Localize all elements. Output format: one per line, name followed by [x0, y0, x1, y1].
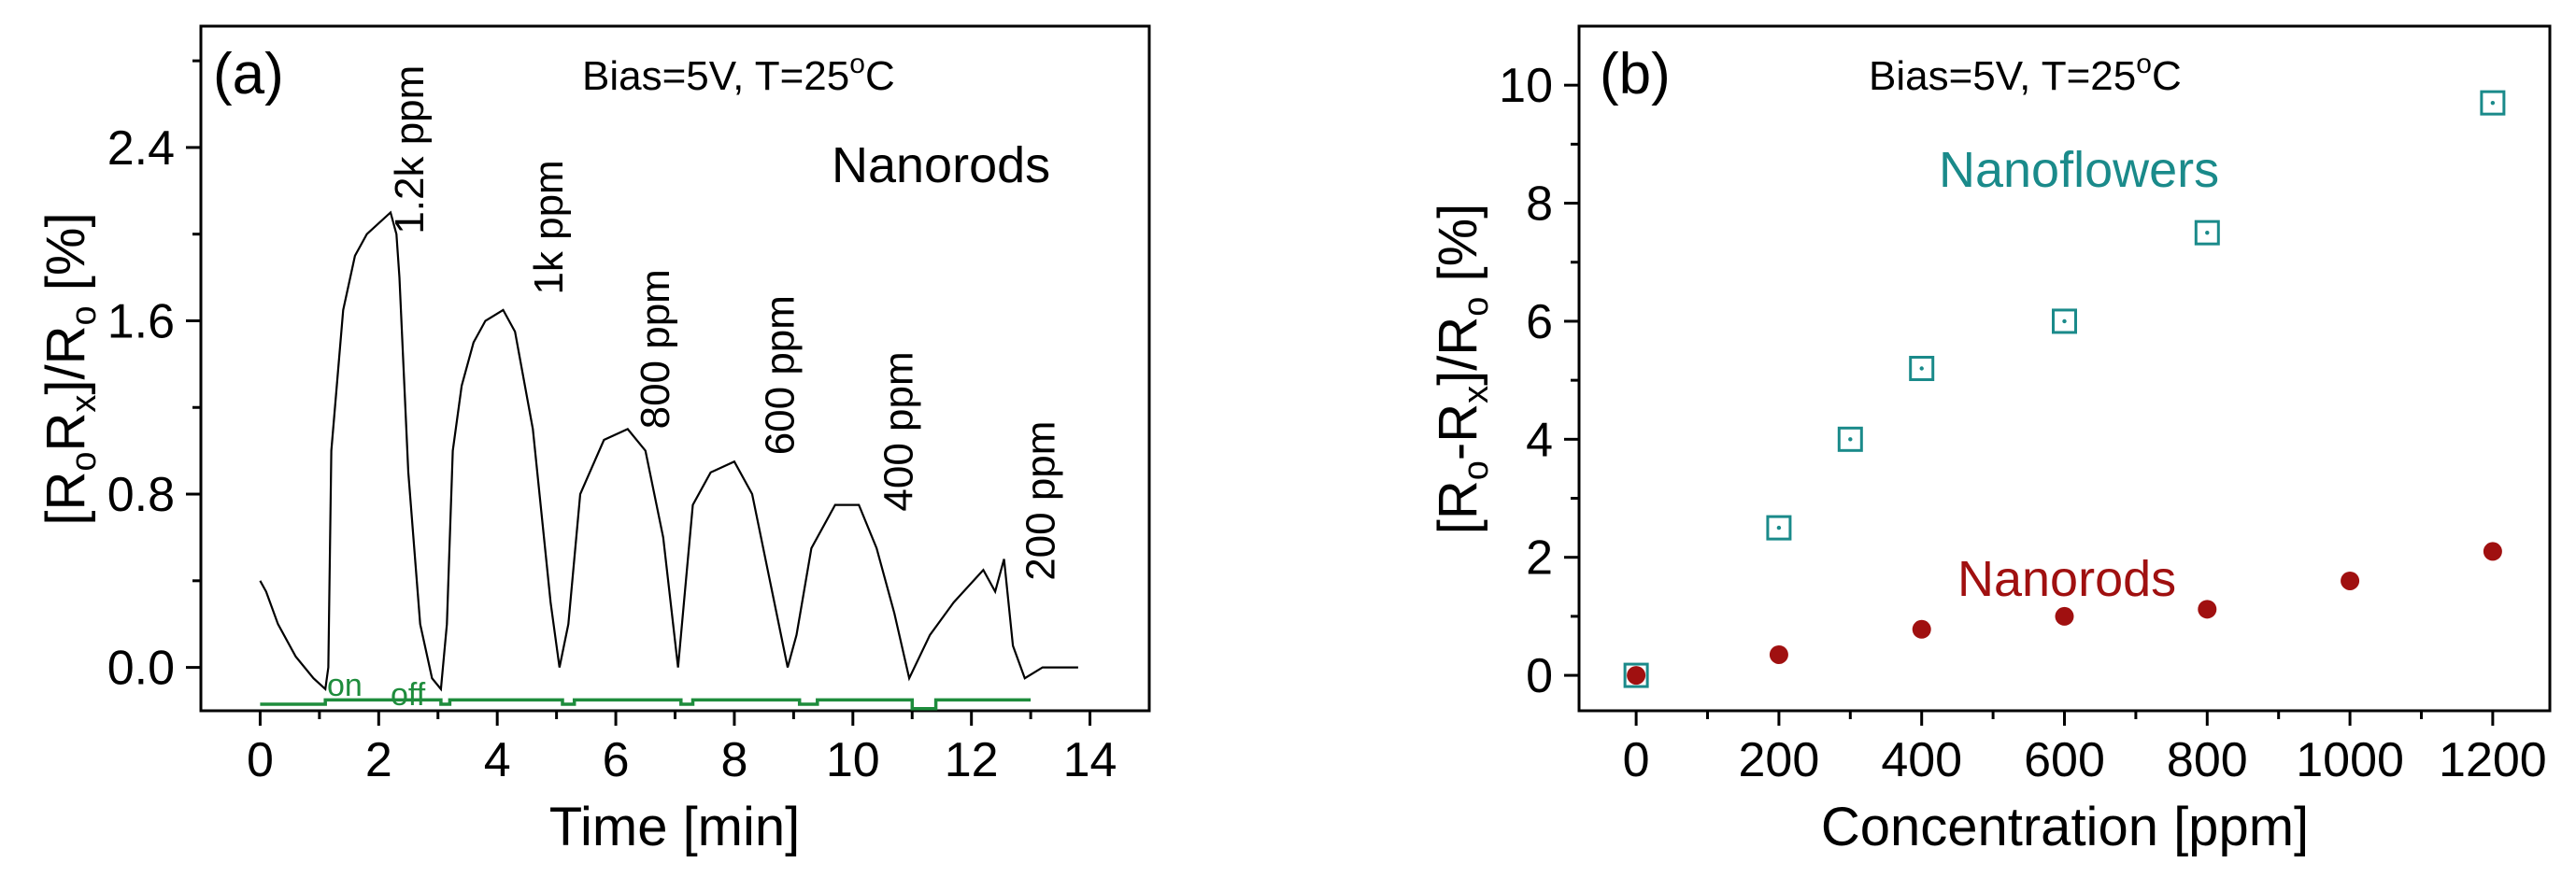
nanoflowers-center-dot: [2205, 230, 2210, 235]
nanoflowers-point: [1766, 515, 1792, 541]
nanorods-point: [2341, 571, 2360, 590]
panel-b-nanorods-label: Nanorods: [1957, 551, 2176, 607]
nanoflowers-center-dot: [1919, 366, 1924, 371]
panel-a-chart: 0 2 4 6 8 10 12 14 0.0 0.8 1.6 2.4 1.2k ppm 1k ppm 8…: [36, 24, 1151, 857]
panel-a-x-ticks: 0 2 4 6 8 10 12 14: [247, 711, 1117, 787]
panel-a-series: [259, 210, 1078, 711]
panel-b-y-ticks: 0 2 4 6 8 10: [1499, 59, 1579, 703]
nanoflowers-center-dot: [2490, 100, 2496, 106]
panel-a-on-label: on: [327, 668, 363, 703]
concentration-annotation: 600 ppm: [757, 295, 803, 455]
panel-a-condition: Bias=5V, T=25oC: [582, 49, 895, 99]
nanoflowers-square-marker: [2194, 219, 2220, 246]
y-tick-label: 8: [1526, 177, 1553, 232]
x-tick-label: 0: [247, 733, 274, 787]
concentration-annotation: 400 ppm: [875, 351, 921, 511]
y-tick-label: 2.4: [107, 121, 175, 176]
nanoflowers-square-marker: [2480, 90, 2506, 116]
nanoflowers-point: [2194, 219, 2220, 246]
nanorods-point: [1912, 619, 1931, 639]
x-tick-label: 10: [826, 733, 880, 787]
panel-b-y-axis-title: [Ro-Rx]/Ro [%]: [1428, 204, 1496, 535]
nanorods-point: [1769, 644, 1788, 664]
x-tick-label: 0: [1623, 733, 1650, 787]
x-tick-label: 4: [484, 733, 511, 787]
panel-b-x-axis-title: Concentration [ppm]: [1821, 797, 2309, 857]
nanoflowers-square-marker: [1766, 515, 1792, 541]
y-tick-label: 6: [1526, 295, 1553, 349]
panel-a-annotations: 1.2k ppm 1k ppm 800 ppm 600 ppm 400 ppm 200 p…: [387, 65, 1064, 581]
y-tick-label: 1.6: [107, 294, 175, 348]
panel-b-series: [1623, 90, 2506, 688]
y-tick-label: 0.8: [107, 468, 175, 522]
panel-a-y-ticks: 0.0 0.8 1.6 2.4: [107, 59, 201, 696]
nanoflowers-center-dot: [1776, 525, 1782, 530]
nanoflowers-square-marker: [1623, 662, 1649, 688]
x-tick-label: 12: [945, 733, 999, 787]
y-tick-label: 2: [1526, 531, 1553, 586]
panel-a-series-label: Nanorods: [832, 137, 1050, 193]
nanoflowers-center-dot: [1848, 437, 1853, 442]
panel-b-x-ticks: 0 200 400 600 800 1000 1200: [1623, 711, 2547, 787]
panel-a-off-label: off: [391, 677, 426, 713]
y-tick-label: 0: [1526, 649, 1553, 703]
nanoflowers-square-marker: [1909, 356, 1935, 381]
x-tick-label: 400: [1881, 733, 1962, 787]
nanoflowers-square-marker: [1837, 426, 1863, 452]
nanoflowers-point: [2052, 308, 2077, 334]
x-tick-label: 2: [365, 733, 392, 787]
x-tick-label: 8: [720, 733, 747, 787]
nanoflowers-point: [1909, 356, 1935, 381]
y-tick-label: 0.0: [107, 642, 175, 696]
panel-a-x-axis-title: Time [min]: [549, 797, 801, 857]
x-tick-label: 1200: [2439, 733, 2547, 787]
nanoflowers-point: [2480, 90, 2506, 116]
panel-a-label: (a): [213, 42, 284, 106]
x-tick-label: 600: [2024, 733, 2105, 787]
x-tick-label: 800: [2167, 733, 2248, 787]
concentration-annotation: 1k ppm: [526, 160, 572, 294]
nanoflowers-point: [1837, 426, 1863, 452]
panel-b-nanoflowers-label: Nanoflowers: [1939, 142, 2219, 198]
nanorods-point: [2483, 542, 2502, 561]
panel-a-y-axis-title: [RoRx]/Ro [%]: [36, 212, 104, 525]
concentration-annotation: 1.2k ppm: [387, 65, 433, 234]
concentration-annotation: 200 ppm: [1018, 421, 1064, 581]
x-tick-label: 1000: [2296, 733, 2404, 787]
nanoflowers-center-dot: [2062, 318, 2067, 324]
nanorods-point: [2198, 600, 2217, 619]
panel-b-label: (b): [1600, 42, 1671, 106]
nanorods-response-line: [259, 210, 1078, 692]
nanorods-point: [1627, 666, 1646, 686]
x-tick-label: 14: [1063, 733, 1117, 787]
x-tick-label: 6: [603, 733, 630, 787]
concentration-annotation: 800 ppm: [633, 269, 678, 429]
gas-on-off-line: [260, 698, 1032, 711]
panel-b-chart: 0 200 400 600 800 1000 1200 0 2 4 6 8 10 (b) Bias=5…: [1428, 24, 2552, 857]
x-tick-label: 200: [1739, 733, 1820, 787]
nanoflowers-square-marker: [2052, 308, 2077, 334]
y-tick-label: 10: [1499, 59, 1553, 113]
nanorods-point: [2055, 606, 2074, 626]
panel-b-condition: Bias=5V, T=25oC: [1869, 49, 2182, 99]
y-tick-label: 4: [1526, 413, 1553, 467]
